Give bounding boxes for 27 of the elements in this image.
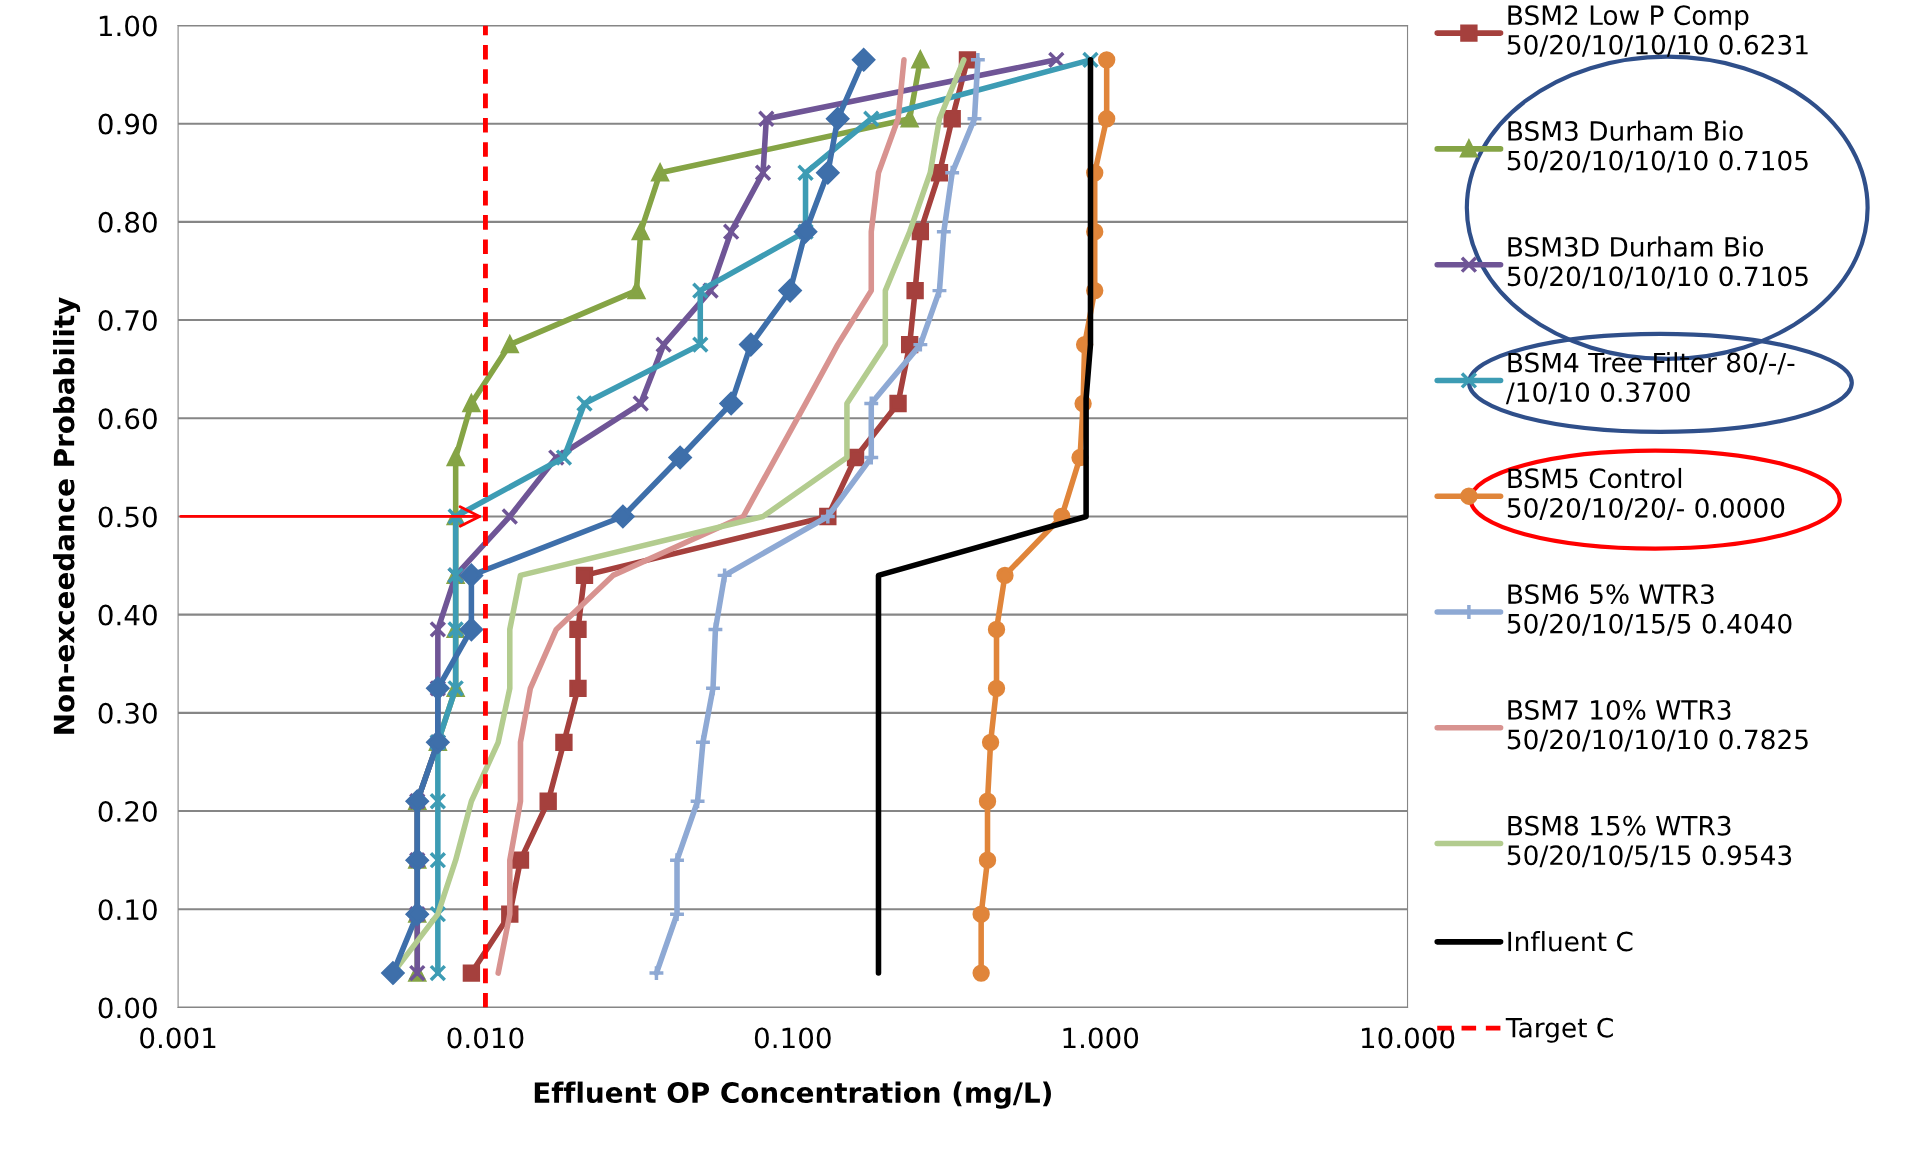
y-tick-label: 0.70	[98, 310, 157, 332]
y-tick-label: 1.00	[99, 15, 157, 37]
legend-label: BSM8 15% WTR3 50/20/10/5/15 0.9543	[1507, 815, 1792, 868]
legend-label: BSM5 Control 50/20/10/20/- 0.0000	[1507, 467, 1785, 520]
y-tick-label: 0.00	[98, 997, 157, 1019]
x-tick-label: 0.001	[140, 1027, 216, 1049]
legend-label: BSM7 10% WTR3 50/20/10/10/10 0.7825	[1507, 699, 1808, 752]
legend-label: BSM6 5% WTR3 50/20/10/15/5 0.4040	[1507, 584, 1792, 636]
x-tick-label: 0.100	[754, 1027, 831, 1049]
legend-label: BSM2 Low P Comp 50/20/10/10/10 0.6231	[1507, 5, 1808, 57]
y-tick-label: 0.10	[98, 899, 157, 921]
y-tick-label: 0.60	[98, 408, 157, 430]
y-tick-label: 0.30	[98, 702, 157, 724]
y-tick-label: 0.80	[98, 211, 157, 233]
legend-label: Target C	[1505, 1017, 1613, 1043]
legend-label: BSM3D Durham Bio 50/20/10/10/10 0.7105	[1507, 236, 1808, 289]
x-tick-label: 10.000	[1361, 1027, 1455, 1049]
y-tick-label: 0.90	[98, 113, 157, 135]
x-tick-label: 0.010	[447, 1027, 524, 1049]
legend-label: Influent C	[1508, 931, 1633, 952]
x-tick-label: 1.000	[1063, 1027, 1139, 1049]
y-tick-label: 0.20	[98, 801, 157, 823]
y-axis-title: Non-exceedance Probability	[53, 297, 81, 734]
x-axis-title: Effluent OP Concentration (mg/L)	[534, 1081, 1051, 1109]
y-tick-label: 0.40	[98, 604, 157, 626]
legend-label: BSM3 Durham Bio 50/20/10/10/10 0.7105	[1507, 120, 1808, 173]
y-tick-label: 0.50	[98, 506, 157, 528]
